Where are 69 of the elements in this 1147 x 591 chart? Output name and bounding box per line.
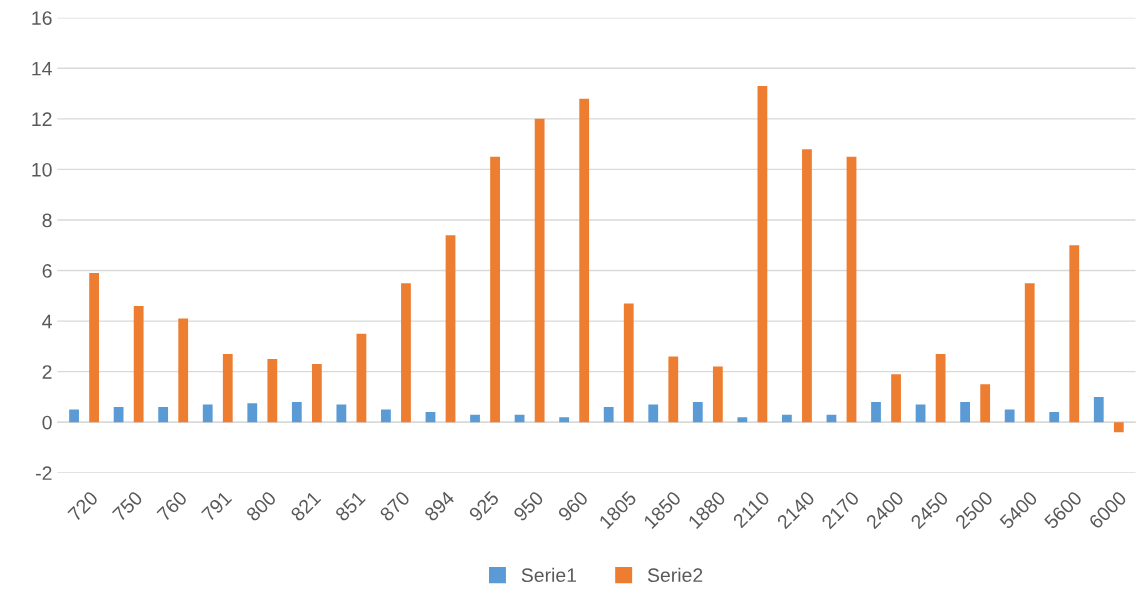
bar xyxy=(470,414,480,423)
bar xyxy=(782,414,792,423)
x-tick-label: 800 xyxy=(245,490,277,522)
bar xyxy=(960,402,971,423)
y-tick-label: 8 xyxy=(42,213,52,228)
bar xyxy=(891,374,901,423)
y-tick-label: -2 xyxy=(36,466,52,480)
legend-label: Serie2 xyxy=(647,567,703,583)
bar xyxy=(692,402,703,423)
bar xyxy=(737,417,748,423)
x-tick-label: 950 xyxy=(512,490,545,522)
bar xyxy=(980,384,991,423)
bar xyxy=(356,333,367,423)
bar xyxy=(1004,409,1015,423)
bar xyxy=(89,273,100,423)
bar xyxy=(757,85,768,423)
bar xyxy=(935,353,946,423)
x-tick-label: 760 xyxy=(156,490,188,522)
bar xyxy=(871,402,881,423)
bar xyxy=(1113,422,1124,433)
y-tick-label: 4 xyxy=(42,314,52,329)
bar xyxy=(802,149,812,423)
x-tick-label: 821 xyxy=(289,490,322,522)
y-tick-label: 16 xyxy=(32,11,52,25)
bar xyxy=(291,402,302,423)
bar xyxy=(311,364,322,423)
bar xyxy=(534,118,545,423)
bar xyxy=(133,305,144,423)
x-tick-label: 720 xyxy=(67,490,99,522)
bar xyxy=(425,412,436,423)
bar xyxy=(247,403,258,423)
x-tick-label: 791 xyxy=(200,490,233,522)
bar xyxy=(69,409,79,423)
bar xyxy=(113,407,124,423)
x-tick-label: 960 xyxy=(557,490,589,522)
bar xyxy=(559,417,570,423)
y-tick-label: 2 xyxy=(42,365,52,379)
bar xyxy=(668,356,679,423)
bar xyxy=(381,409,391,423)
bar xyxy=(1024,283,1035,423)
bar xyxy=(579,98,590,423)
x-tick-label: 870 xyxy=(379,490,411,522)
y-tick-label: 12 xyxy=(32,112,52,126)
bar xyxy=(267,359,278,423)
x-tick-label: 925 xyxy=(468,490,500,522)
bar xyxy=(712,366,723,423)
bar xyxy=(445,235,456,423)
bar xyxy=(490,156,500,423)
bar xyxy=(1049,412,1060,423)
bar xyxy=(648,404,659,423)
y-tick-label: 0 xyxy=(42,415,52,430)
bar xyxy=(222,353,233,423)
bar xyxy=(158,407,169,423)
x-tick-label: 750 xyxy=(111,490,144,522)
bar xyxy=(846,156,857,423)
bar xyxy=(401,283,411,423)
bar xyxy=(336,404,347,423)
bar xyxy=(623,303,634,423)
legend-label: Serie1 xyxy=(521,567,577,583)
y-tick-label: 10 xyxy=(32,162,52,177)
y-tick-label: 6 xyxy=(42,264,52,278)
bar xyxy=(1093,396,1104,423)
bar xyxy=(202,404,213,423)
bar xyxy=(178,318,189,423)
bar xyxy=(1069,245,1080,423)
x-tick-label: 851 xyxy=(334,490,366,522)
y-tick-label: 14 xyxy=(32,61,52,76)
x-tick-label: 894 xyxy=(423,490,456,522)
bar xyxy=(603,407,614,423)
